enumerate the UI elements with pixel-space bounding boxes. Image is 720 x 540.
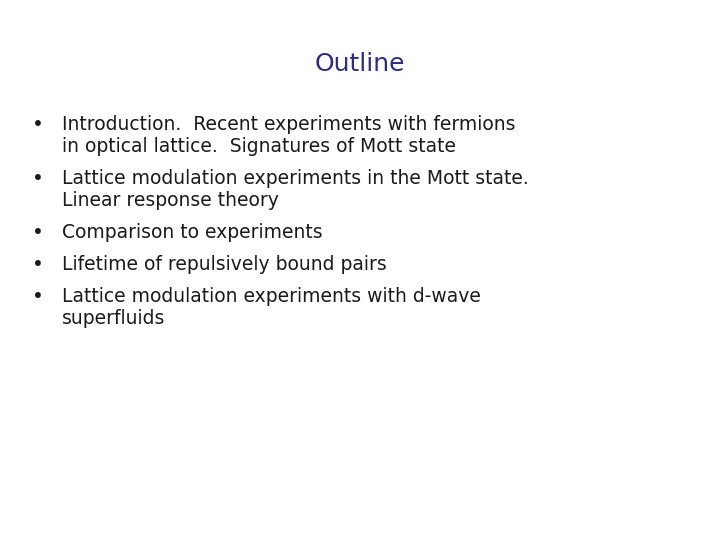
- Text: Lattice modulation experiments with d-wave: Lattice modulation experiments with d-wa…: [62, 287, 481, 306]
- Text: •: •: [32, 116, 44, 134]
- Text: •: •: [32, 170, 44, 188]
- Text: Introduction.  Recent experiments with fermions: Introduction. Recent experiments with fe…: [62, 115, 516, 134]
- Text: in optical lattice.  Signatures of Mott state: in optical lattice. Signatures of Mott s…: [62, 137, 456, 156]
- Text: Comparison to experiments: Comparison to experiments: [62, 223, 323, 242]
- Text: superfluids: superfluids: [62, 309, 166, 328]
- Text: Lifetime of repulsively bound pairs: Lifetime of repulsively bound pairs: [62, 255, 387, 274]
- Text: Linear response theory: Linear response theory: [62, 191, 279, 210]
- Text: Outline: Outline: [315, 52, 405, 76]
- Text: •: •: [32, 224, 44, 242]
- Text: •: •: [32, 255, 44, 274]
- Text: Lattice modulation experiments in the Mott state.: Lattice modulation experiments in the Mo…: [62, 169, 528, 188]
- Text: •: •: [32, 287, 44, 306]
